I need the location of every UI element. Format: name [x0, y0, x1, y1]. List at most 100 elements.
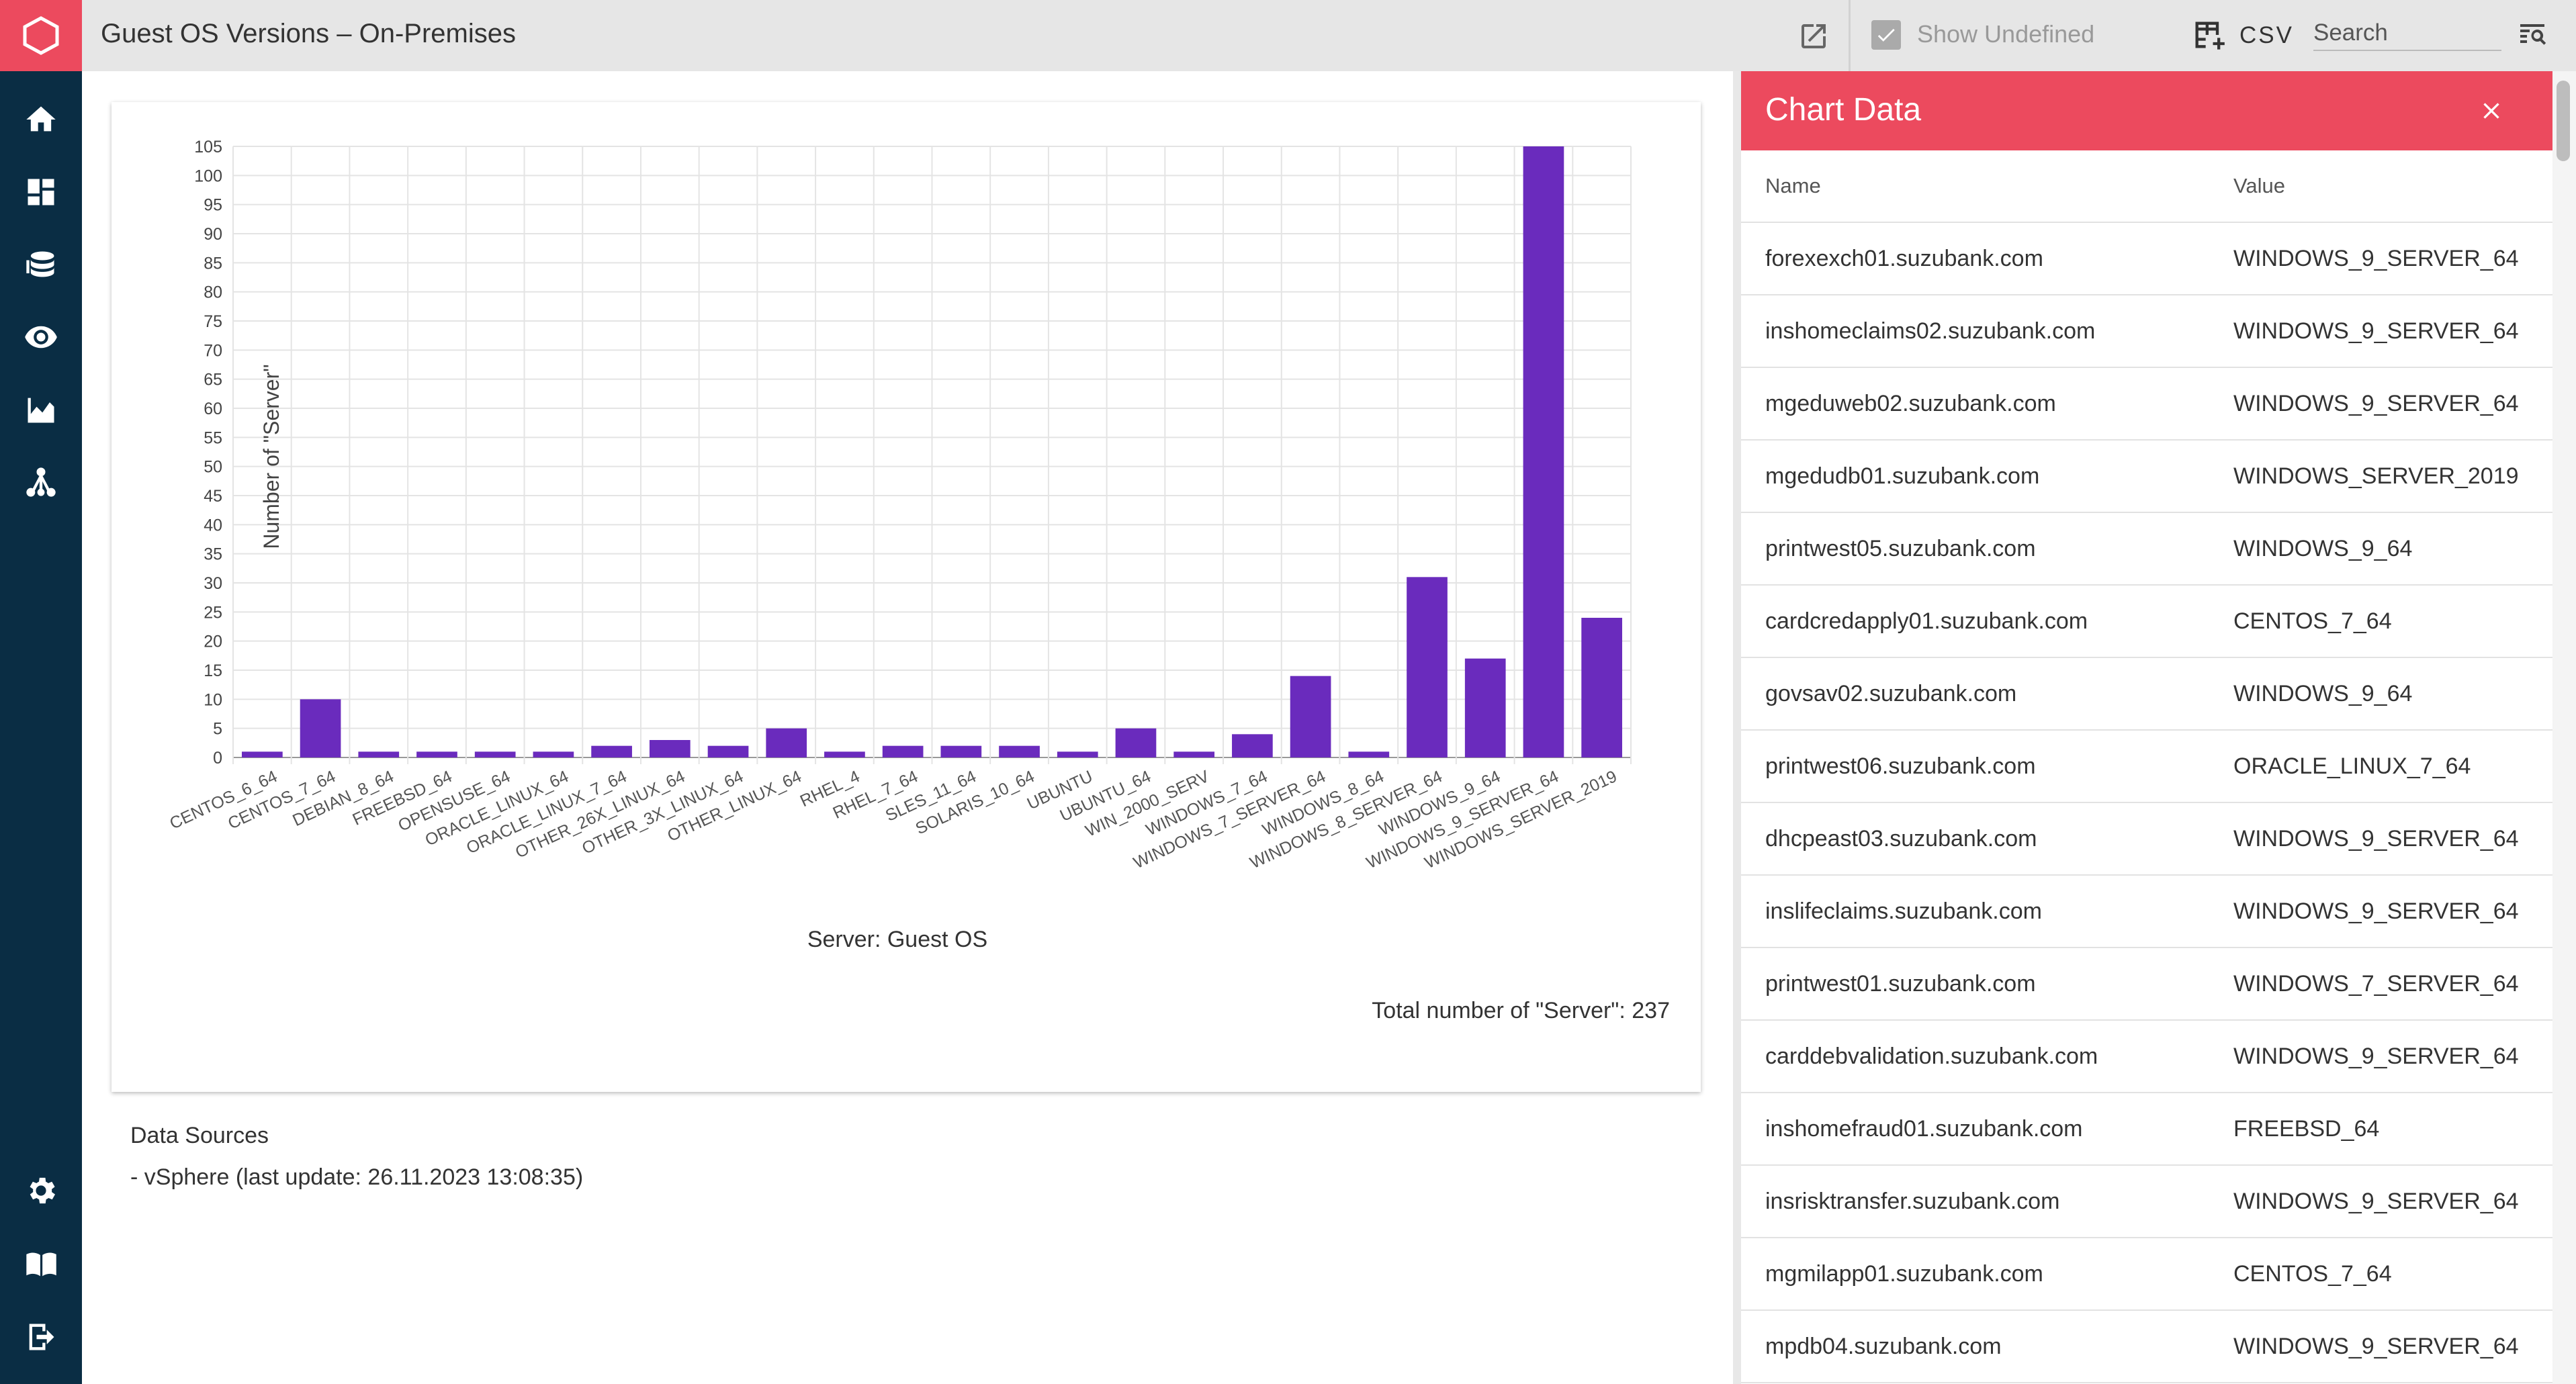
bar-rhel-4[interactable] — [824, 751, 865, 757]
row-name-cell: inshomefraud01.suzubank.com — [1741, 1093, 2209, 1166]
table-row[interactable]: printwest06.suzubank.com ORACLE_LINUX_7_6… — [1741, 730, 2552, 803]
panel-divider[interactable] — [1733, 71, 1741, 1384]
sidebar-item-topology[interactable] — [0, 452, 82, 512]
table-row[interactable]: cardcredapply01.suzubank.com CENTOS_7_64 — [1741, 585, 2552, 658]
sidebar-item-home[interactable] — [0, 89, 82, 150]
row-value-cell: WINDOWS_9_SERVER_64 — [2209, 1310, 2552, 1383]
bar-other-linux-64[interactable] — [766, 728, 807, 757]
search-input[interactable] — [2313, 16, 2501, 51]
table-row[interactable]: dhcpeast03.suzubank.com WINDOWS_9_SERVER_… — [1741, 802, 2552, 876]
data-source-line: - vSphere (last update: 26.11.2023 13:08… — [130, 1164, 584, 1190]
close-panel-button[interactable] — [2473, 93, 2510, 129]
y-tick-label: 55 — [204, 428, 222, 447]
table-row[interactable]: forexexch01.suzubank.com WINDOWS_9_SERVER… — [1741, 222, 2552, 295]
page-header: Guest OS Versions – On-Premises Show Und… — [82, 0, 2576, 71]
y-tick-label: 60 — [204, 400, 222, 418]
row-value-cell: WINDOWS_SERVER_2019 — [2209, 440, 2552, 513]
bar-windows-9-server-64[interactable] — [1523, 146, 1564, 757]
row-name-cell: printwest06.suzubank.com — [1741, 730, 2209, 803]
header-divider — [1849, 0, 1851, 71]
table-row[interactable]: inslifeclaims.suzubank.com WINDOWS_9_SERV… — [1741, 875, 2552, 948]
table-row[interactable]: mgeduweb02.suzubank.com WINDOWS_9_SERVER_… — [1741, 367, 2552, 441]
bar-centos-6-64[interactable] — [242, 751, 283, 757]
sidebar-item-logout[interactable] — [0, 1307, 82, 1367]
bar-chart: 0 5 10 15 20 25 30 35 40 45 50 55 60 65 70 75 80 85 90 95 10… — [167, 138, 1670, 1023]
sidebar-item-monitor[interactable] — [0, 307, 82, 367]
y-tick-label: 5 — [213, 720, 222, 739]
table-row[interactable]: carddebvalidation.suzubank.com WINDOWS_9_… — [1741, 1020, 2552, 1093]
panel-header: Chart Data — [1741, 71, 2552, 150]
y-tick-label: 15 — [204, 661, 222, 680]
database-icon — [26, 251, 54, 277]
bar-freebsd-64[interactable] — [416, 751, 457, 757]
row-value-cell: WINDOWS_7_SERVER_64 — [2209, 948, 2552, 1021]
table-row[interactable]: inshomefraud01.suzubank.com FREEBSD_64 — [1741, 1093, 2552, 1166]
sidebar-item-settings[interactable] — [0, 1160, 82, 1221]
bar-other-26x-linux-64[interactable] — [649, 740, 691, 757]
bar-sles-11-64[interactable] — [940, 745, 982, 757]
row-value-cell: WINDOWS_9_SERVER_64 — [2209, 802, 2552, 876]
row-value-cell: WINDOWS_9_64 — [2209, 657, 2552, 731]
home-icon — [26, 106, 56, 132]
bar-win-2000-serv[interactable] — [1173, 751, 1215, 757]
bar-windows-8-server-64[interactable] — [1407, 577, 1448, 757]
eye-icon — [25, 326, 57, 349]
table-row[interactable]: inshomeclaims02.suzubank.com WINDOWS_9_SE… — [1741, 295, 2552, 368]
bar-windows-7-server-64[interactable] — [1290, 676, 1331, 757]
bar-windows-7-64[interactable] — [1232, 734, 1273, 757]
data-sources: Data Sources - vSphere (last update: 26.… — [130, 1115, 583, 1198]
chart-data-panel: Chart Data Name Value forexexch01.suzuba… — [1741, 71, 2552, 1384]
panel-scrollbar-thumb[interactable] — [2557, 81, 2570, 161]
bar-ubuntu[interactable] — [1057, 751, 1098, 757]
bar-debian-8-64[interactable] — [358, 751, 400, 757]
data-sources-heading: Data Sources — [130, 1123, 269, 1148]
row-name-cell: mgedudb01.suzubank.com — [1741, 440, 2209, 513]
sidebar-item-dashboard[interactable] — [0, 162, 82, 222]
open-external-button[interactable] — [1795, 17, 1832, 55]
show-undefined-checkbox[interactable] — [1871, 20, 1901, 50]
column-header-value[interactable]: Value — [2209, 150, 2552, 223]
show-undefined-label[interactable]: Show Undefined — [1917, 20, 2095, 48]
page-title: Guest OS Versions – On-Premises — [101, 19, 517, 48]
sidebar-item-reports[interactable] — [0, 379, 82, 440]
bar-oracle-linux-64[interactable] — [533, 751, 574, 757]
sidebar-item-docs[interactable] — [0, 1234, 82, 1295]
table-row[interactable]: mgmilapp01.suzubank.com CENTOS_7_64 — [1741, 1238, 2552, 1311]
y-tick-label: 80 — [204, 283, 222, 302]
gear-icon — [30, 1177, 56, 1204]
table-row[interactable]: printwest01.suzubank.com WINDOWS_7_SERVER… — [1741, 948, 2552, 1021]
bar-windows-server-2019[interactable] — [1581, 618, 1622, 757]
checkmark-icon — [1877, 28, 1895, 42]
sidebar-item-database[interactable] — [0, 234, 82, 295]
bar-centos-7-64[interactable] — [300, 699, 341, 757]
row-value-cell: WINDOWS_9_SERVER_64 — [2209, 295, 2552, 368]
bar-other-3x-linux-64[interactable] — [707, 745, 749, 757]
row-value-cell: ORACLE_LINUX_7_64 — [2209, 730, 2552, 803]
csv-export-button[interactable] — [2191, 17, 2226, 52]
bar-ubuntu-64[interactable] — [1115, 728, 1157, 757]
table-export-icon — [2195, 21, 2225, 50]
panel-scrollbar[interactable] — [2552, 71, 2576, 1384]
bar-rhel-7-64[interactable] — [882, 745, 924, 757]
csv-button-label[interactable]: CSV — [2239, 22, 2294, 48]
bar-solaris-10-64[interactable] — [999, 745, 1040, 757]
open-external-icon — [1802, 24, 1826, 48]
y-tick-label: 95 — [204, 196, 222, 215]
table-row[interactable]: printwest05.suzubank.com WINDOWS_9_64 — [1741, 512, 2552, 586]
column-header-name[interactable]: Name — [1741, 150, 2209, 223]
row-name-cell: printwest05.suzubank.com — [1741, 512, 2209, 586]
row-value-cell: WINDOWS_9_SERVER_64 — [2209, 367, 2552, 441]
bar-windows-9-64[interactable] — [1464, 658, 1506, 757]
y-tick-label: 45 — [204, 487, 222, 506]
search-button[interactable] — [2516, 19, 2548, 51]
table-row[interactable]: mgedudb01.suzubank.com WINDOWS_SERVER_201… — [1741, 440, 2552, 513]
bar-windows-8-64[interactable] — [1348, 751, 1390, 757]
app-logo[interactable] — [0, 0, 82, 71]
bar-oracle-linux-7-64[interactable] — [591, 745, 632, 757]
bar-opensuse-64[interactable] — [474, 751, 516, 757]
y-tick-label: 30 — [204, 574, 222, 593]
table-row[interactable]: insrisktransfer.suzubank.com WINDOWS_9_SE… — [1741, 1165, 2552, 1238]
table-row[interactable]: govsav02.suzubank.com WINDOWS_9_64 — [1741, 657, 2552, 731]
row-value-cell: CENTOS_7_64 — [2209, 585, 2552, 658]
table-row[interactable]: mpdb04.suzubank.com WINDOWS_9_SERVER_64 — [1741, 1310, 2552, 1383]
